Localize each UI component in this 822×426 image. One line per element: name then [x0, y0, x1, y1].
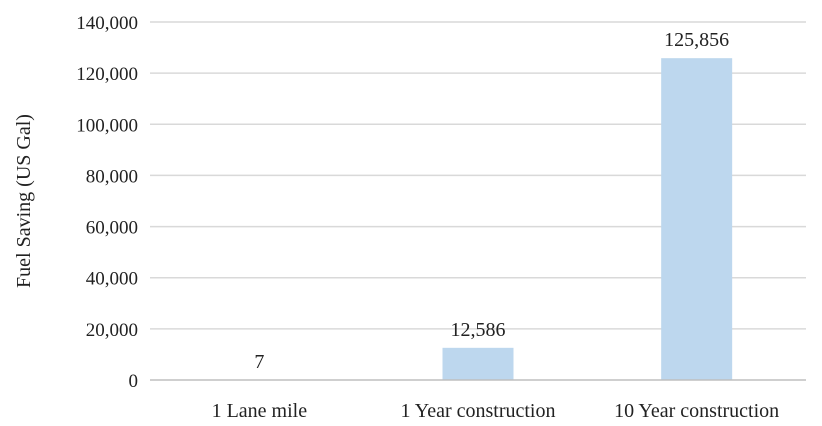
- y-tick-label: 40,000: [86, 269, 138, 290]
- y-tick-label: 120,000: [76, 64, 138, 85]
- y-tick-label: 80,000: [86, 166, 138, 187]
- y-axis-title: Fuel Saving (US Gal): [13, 114, 35, 288]
- x-tick-label: 1 Lane mile: [212, 400, 308, 421]
- x-tick-label: 10 Year construction: [614, 400, 779, 421]
- y-tick-label: 140,000: [76, 13, 138, 34]
- data-label: 125,856: [664, 29, 729, 51]
- y-tick-label: 0: [129, 371, 139, 392]
- y-tick-label: 20,000: [86, 320, 138, 341]
- y-tick-label: 100,000: [76, 115, 138, 136]
- bar: [661, 58, 732, 380]
- data-label: 7: [254, 351, 264, 373]
- x-tick-label: 1 Year construction: [401, 400, 556, 421]
- bar: [443, 348, 514, 380]
- data-label: 12,586: [451, 319, 506, 341]
- y-tick-label: 60,000: [86, 218, 138, 239]
